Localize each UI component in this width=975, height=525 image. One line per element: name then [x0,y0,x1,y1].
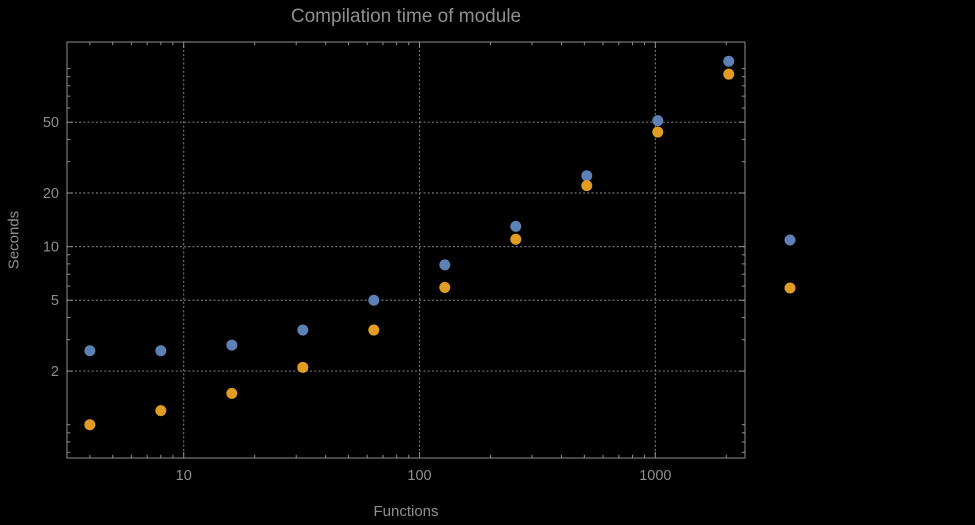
x-tick-label: 100 [407,468,431,484]
blue-series-point [368,294,380,306]
x-tick-label: 1000 [639,468,671,484]
orange-series-point [439,281,451,293]
orange-series-point [723,68,735,80]
y-axis-label: Seconds [5,210,23,270]
blue-series-point [652,115,664,127]
plot-frame [66,41,746,459]
y-tick-label: 10 [43,240,59,256]
blue-series-point [226,339,238,351]
legend-marker-2 [784,282,796,294]
blue-series-point [581,170,593,182]
x-tick-label: 10 [176,468,192,484]
orange-series-point [510,233,522,245]
orange-series-point [155,405,167,417]
orange-series-point [84,419,96,431]
chart-title: Compilation time of module [290,6,522,27]
blue-series-point [510,220,522,232]
x-axis-label: Functions [373,503,439,520]
legend-marker-1 [784,234,796,246]
orange-series-point [652,126,664,138]
blue-series-point [723,55,735,67]
orange-series-point [226,387,238,399]
y-tick-label: 5 [51,293,59,309]
y-tick-label: 2 [51,364,59,380]
blue-series-point [155,345,167,357]
orange-series-point [581,180,593,192]
y-tick-label: 50 [43,115,59,131]
blue-series-point [84,345,96,357]
blue-series-point [439,259,451,271]
blue-series-point [297,324,309,336]
orange-series-point [368,324,380,336]
orange-series-point [297,361,309,373]
y-tick-label: 20 [43,186,59,202]
